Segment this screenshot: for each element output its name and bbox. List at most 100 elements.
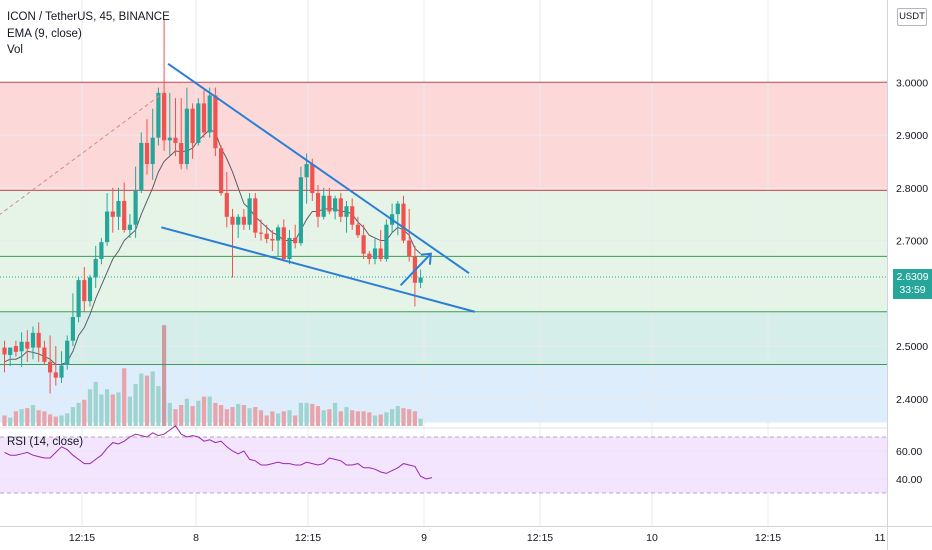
candle-69 [395,200,400,236]
candle-3 [19,332,24,368]
volume-bar-60 [344,407,349,426]
candle-20 [116,187,121,230]
volume-bar-25 [144,375,150,426]
volume-bar-14 [82,399,87,426]
volume-bar-68 [390,409,395,426]
candle-body-61 [350,206,355,225]
candle-body-71 [407,240,412,257]
volume-bar-70 [401,408,406,426]
candle-body-21 [122,200,127,230]
candle-9 [53,346,58,386]
candle-body-24 [139,142,144,191]
candle-body-42 [241,216,246,225]
candle-66 [378,229,383,262]
candle-38 [219,145,224,196]
candle-body-27 [156,92,161,138]
candle-body-1 [8,347,13,355]
candle-2 [13,340,18,357]
candle-body-29 [167,137,172,141]
candle-body-66 [378,248,383,259]
candle-14 [82,266,87,312]
candle-body-56 [321,195,326,217]
volume-bar-64 [367,412,372,426]
zone-3 [0,364,887,423]
volume-bar-11 [65,413,70,426]
volume-bar-48 [276,413,281,426]
volume-bar-7 [42,411,47,426]
candle-22 [127,214,132,238]
candle-18 [105,193,110,246]
candle-55 [315,185,321,228]
candle-13 [76,277,81,323]
volume-bar-39 [224,409,229,426]
volume-bar-31 [179,405,184,426]
candle-body-55 [315,193,321,217]
volume-bar-62 [355,411,360,426]
volume-bar-29 [167,402,172,426]
candle-body-62 [355,224,360,236]
volume-bar-16 [93,381,98,426]
rsi-tick-label-1: 40.00 [896,474,922,486]
candle-body-38 [219,148,224,194]
candle-body-67 [384,224,389,259]
rsi-legend[interactable]: RSI (14, close) [7,436,84,448]
volume-bar-67 [384,412,389,426]
candle-body-19 [110,211,115,217]
candle-59 [338,193,343,223]
candle-body-47 [270,238,275,241]
candle-70 [401,195,406,244]
volume-bar-28 [162,325,167,426]
candle-67 [384,219,389,262]
volume-bar-26 [150,371,155,426]
volume-bar-41 [236,403,241,426]
zone-1 [0,190,887,312]
volume-bar-15 [87,389,93,426]
ema-legend[interactable]: EMA (9, close) [7,27,82,40]
candle-body-73 [418,277,423,283]
candle-40 [230,208,235,278]
candle-body-23 [133,190,138,225]
volume-bar-13 [76,402,81,426]
candle-62 [355,216,360,238]
candle-body-57 [327,195,332,212]
volume-bar-10 [59,415,64,426]
price-tick-label-0: 3.0000 [896,77,928,89]
price-tick-label-5: 2.4000 [896,394,928,406]
volume-bar-52 [298,402,303,426]
volume-bar-55 [315,406,321,426]
price-tick-label-1: 2.9000 [896,130,928,142]
dashed-trend-line [0,89,168,215]
volume-bar-22 [127,396,132,426]
candle-33 [190,103,195,159]
candle-25 [144,119,150,175]
currency-button[interactable]: USDT [897,8,927,26]
candle-body-43 [247,198,252,225]
candle-body-33 [190,108,195,143]
vol-legend[interactable]: Vol [7,44,23,56]
candle-31 [179,98,184,170]
candle-body-5 [30,332,36,348]
candle-body-36 [207,95,212,133]
volume-bar-40 [230,407,235,426]
candle-15 [87,274,93,307]
candle-body-60 [344,206,349,217]
candle-body-70 [401,203,406,241]
volume-bar-5 [30,405,36,426]
candle-body-44 [253,198,258,233]
symbol-title[interactable]: ICON / TetherUS, 45, BINANCE [7,11,170,23]
candle-body-13 [76,280,81,318]
candle-body-34 [196,103,201,143]
candle-body-31 [179,142,184,165]
volume-bar-72 [412,411,417,426]
time-tick-label-4: 12:15 [527,532,553,544]
candle-42 [241,208,246,230]
time-tick-label-1: 8 [193,532,199,544]
candle-60 [344,200,349,233]
candle-0 [2,340,7,373]
candle-57 [327,187,332,215]
wedge-upper-line [167,63,470,275]
rsi-tick-label-0: 60.00 [896,446,922,458]
candle-body-25 [144,142,150,165]
candle-body-15 [87,277,93,302]
